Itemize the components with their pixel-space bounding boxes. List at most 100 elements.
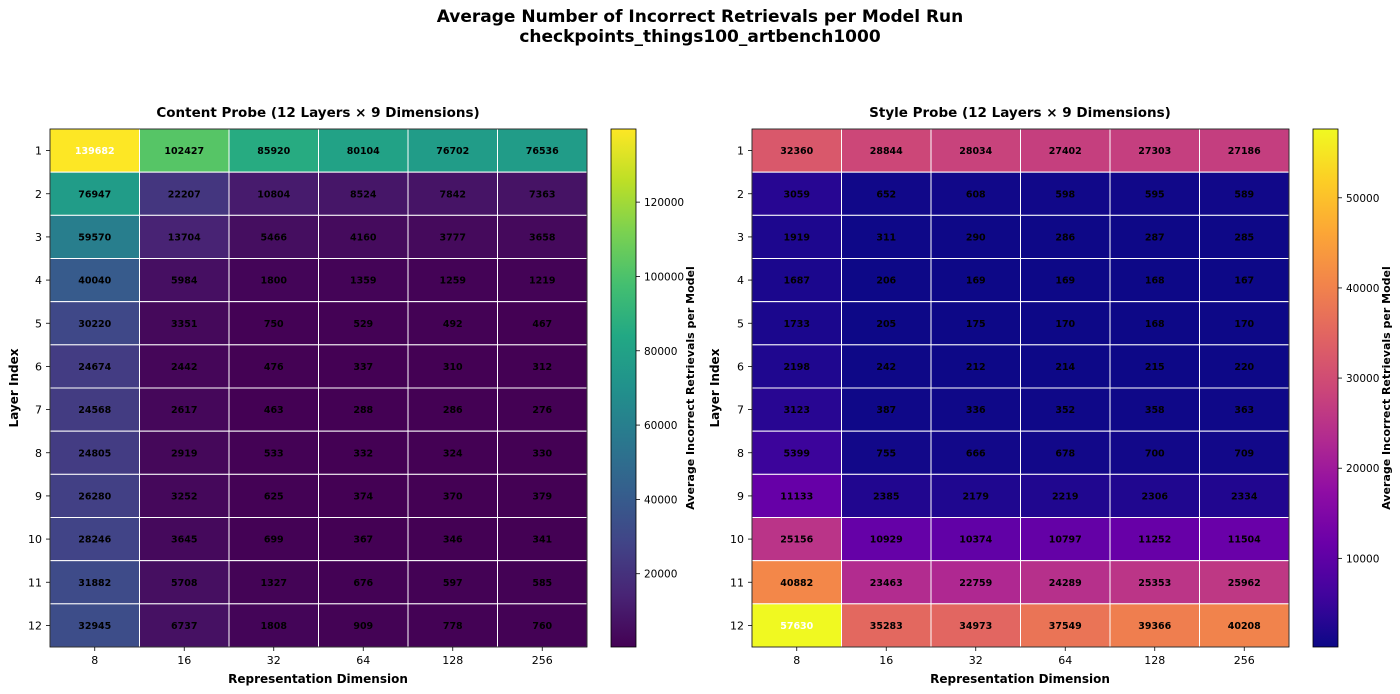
content-probe-cell — [497, 171, 588, 216]
style-probe-cell-value: 10797 — [1049, 535, 1082, 546]
content-probe-cell — [139, 214, 230, 259]
content-probe-cell-value: 3777 — [440, 232, 466, 243]
content-probe-cell — [318, 171, 409, 216]
content-probe-cell-value: 337 — [353, 362, 373, 373]
content-probe-cell-value: 5466 — [261, 232, 288, 243]
content-probe-colorbar-tick-label: 40000 — [644, 494, 677, 506]
style-probe-cell — [1109, 473, 1200, 519]
content-probe-cell-value: 80104 — [347, 146, 380, 157]
content-probe-cell-value: 367 — [353, 535, 373, 546]
style-probe-cell — [841, 344, 932, 389]
style-probe-cell-value: 34973 — [959, 621, 992, 632]
style-probe-cell — [1020, 344, 1111, 389]
content-probe-x-tick-label: 256 — [532, 654, 553, 667]
style-probe-x-tick-label: 8 — [793, 654, 800, 667]
style-probe-cell-value: 1733 — [784, 319, 810, 330]
style-probe-cell-value: 2219 — [1052, 491, 1078, 502]
content-probe-cell-value: 10804 — [257, 189, 290, 200]
content-probe-cell-value: 909 — [353, 621, 373, 632]
style-probe-cell-value: 3059 — [784, 189, 810, 200]
style-probe-cell — [751, 128, 842, 173]
content-probe-cell-value: 6737 — [171, 621, 197, 632]
style-probe-y-tick-label: 5 — [737, 317, 744, 330]
style-probe-cell — [1199, 258, 1290, 303]
style-probe-cell — [751, 603, 842, 648]
content-probe-cell-value: 778 — [443, 621, 463, 632]
content-probe-cell-value: 8524 — [350, 189, 377, 200]
style-probe-cell — [1109, 517, 1200, 562]
style-probe-cell-value: 32360 — [780, 146, 813, 157]
content-probe-y-tick-label: 10 — [28, 533, 42, 546]
content-probe-cells: 139682 102427 85920 80104 76702 76536 76947 222… — [49, 128, 588, 648]
content-probe-colorbar: 20000 40000 60000 80000 100000 120000 — [610, 128, 684, 648]
content-probe-x-tick-label: 32 — [267, 654, 281, 667]
style-probe-colorbar-gradient — [1312, 128, 1339, 648]
content-probe-cell-value: 330 — [532, 448, 552, 459]
style-probe-cell-value: 242 — [876, 362, 896, 373]
content-probe-cell — [318, 430, 409, 475]
style-probe-y-tick-label: 7 — [737, 404, 744, 417]
content-probe-cell-value: 288 — [353, 405, 373, 416]
style-probe-cell-value: 23463 — [870, 578, 903, 589]
content-probe-cell — [139, 171, 230, 216]
content-probe-cell — [49, 560, 140, 605]
style-probe-x-axis-label: Representation Dimension — [930, 672, 1110, 686]
style-probe-cell-value: 10929 — [870, 535, 903, 546]
style-probe-cell-value: 170 — [1055, 319, 1075, 330]
style-probe-cell-value: 27186 — [1228, 146, 1261, 157]
style-probe-cell — [930, 258, 1021, 303]
style-probe-cell — [1199, 517, 1290, 562]
content-probe-cell-value: 492 — [443, 319, 463, 330]
style-probe-cell — [1020, 603, 1111, 648]
content-probe-cell — [139, 128, 230, 173]
style-probe-x-tick-label: 256 — [1234, 654, 1255, 667]
content-probe-cell — [497, 387, 588, 432]
style-probe-colorbar-tick-label: 40000 — [1346, 283, 1379, 295]
style-probe-y-tick-label: 10 — [730, 533, 744, 546]
content-probe-cell — [497, 128, 588, 173]
style-probe-y-tick-label: 3 — [737, 231, 744, 244]
content-probe-cell-value: 324 — [443, 448, 463, 459]
content-probe-y-tick-label: 2 — [35, 188, 42, 201]
style-probe-cell-value: 11252 — [1138, 535, 1171, 546]
style-probe-cell-value: 290 — [966, 232, 986, 243]
content-probe-x-tick-label: 16 — [177, 654, 191, 667]
content-probe-cell — [318, 387, 409, 432]
style-probe-cell — [1020, 171, 1111, 216]
style-probe-cell — [1109, 301, 1200, 346]
content-probe-cell — [497, 344, 588, 389]
style-probe-cell — [930, 603, 1021, 648]
content-probe-x-axis-label: Representation Dimension — [228, 672, 408, 686]
style-probe-cell-value: 1919 — [784, 232, 810, 243]
content-probe-cell-value: 597 — [443, 578, 463, 589]
style-probe-y-tick-label: 1 — [737, 145, 744, 158]
style-probe-cell-value: 39366 — [1138, 621, 1171, 632]
content-probe-y-tick-label: 8 — [35, 447, 42, 460]
style-probe-x-tick-label: 32 — [969, 654, 983, 667]
content-probe-cell — [497, 560, 588, 605]
content-probe-cell-value: 533 — [264, 448, 284, 459]
style-probe-cell-value: 25156 — [780, 535, 813, 546]
style-probe-cell — [1199, 603, 1290, 648]
content-probe-colorbar-tick-label: 80000 — [644, 346, 677, 358]
style-probe-cell — [1109, 387, 1200, 432]
content-probe-cell — [228, 301, 319, 346]
style-probe-cell — [751, 344, 842, 389]
content-probe-x-ticks: 8 16 32 64 128 256 — [91, 647, 553, 667]
content-probe-cell-value: 312 — [532, 362, 552, 373]
content-probe-cell — [407, 258, 498, 303]
content-probe-colorbar-tick-label: 60000 — [644, 420, 677, 432]
content-probe-cell-value: 4160 — [350, 232, 377, 243]
content-probe-cell-value: 24568 — [78, 405, 111, 416]
style-probe-cell — [1199, 473, 1290, 519]
style-probe-cell — [841, 258, 932, 303]
style-probe-cell — [841, 430, 932, 475]
style-probe-cell — [930, 344, 1021, 389]
content-probe-cell-value: 1219 — [529, 276, 555, 287]
content-probe-panel: Content Probe (12 Layers × 9 Dimensions)… — [7, 105, 697, 686]
style-probe-cell — [1020, 387, 1111, 432]
content-probe-cell — [49, 258, 140, 303]
content-probe-cell-value: 276 — [532, 405, 552, 416]
style-probe-cell-value: 167 — [1234, 276, 1254, 287]
